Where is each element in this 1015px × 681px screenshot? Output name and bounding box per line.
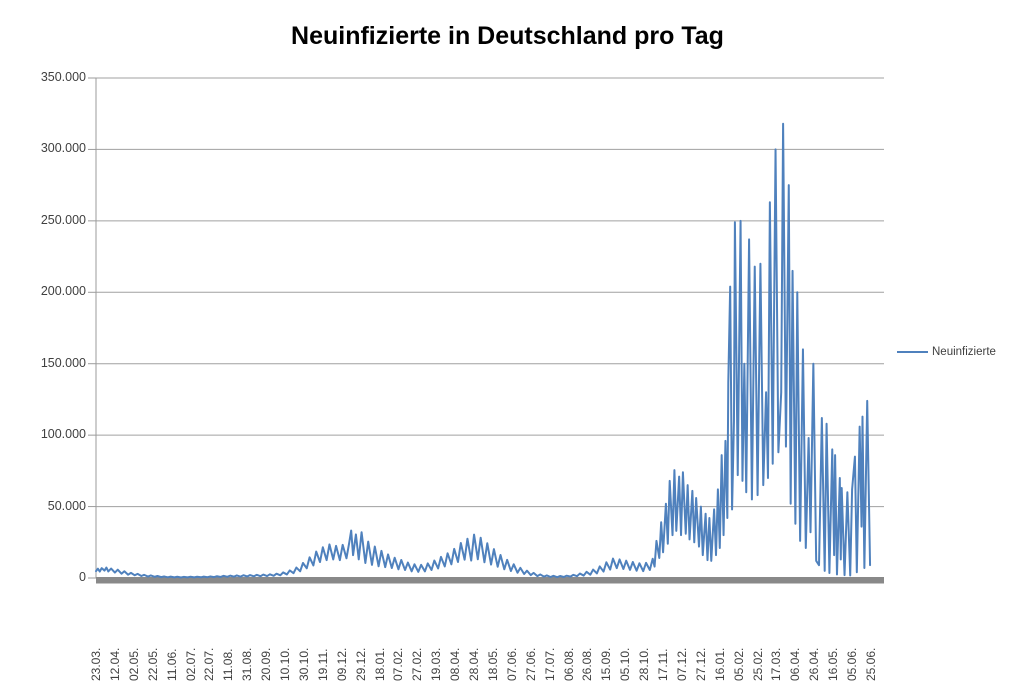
y-tick-label: 350.000 xyxy=(40,70,86,84)
legend-line-sample xyxy=(897,351,928,353)
series-line-neuinfizierte xyxy=(95,122,872,579)
plot-area xyxy=(88,77,884,584)
y-tick-label: 300.000 xyxy=(40,141,86,156)
y-tick-label: 200.000 xyxy=(40,284,86,299)
y-tick-label: 0 xyxy=(79,570,86,584)
x-axis-bar xyxy=(96,577,884,584)
chart-title: Neuinfizierte in Deutschland pro Tag xyxy=(291,22,724,50)
legend: Neuinfizierte xyxy=(897,346,996,358)
y-tick-label: 50.000 xyxy=(47,498,86,513)
y-tick-label: 250.000 xyxy=(40,212,86,227)
y-tick-label: 100.000 xyxy=(40,427,86,442)
y-tick-label: 150.000 xyxy=(40,355,86,370)
chart-page: { "chart_data": { "type": "line", "title… xyxy=(40,22,996,681)
legend-label: Neuinfizierte xyxy=(932,346,996,358)
